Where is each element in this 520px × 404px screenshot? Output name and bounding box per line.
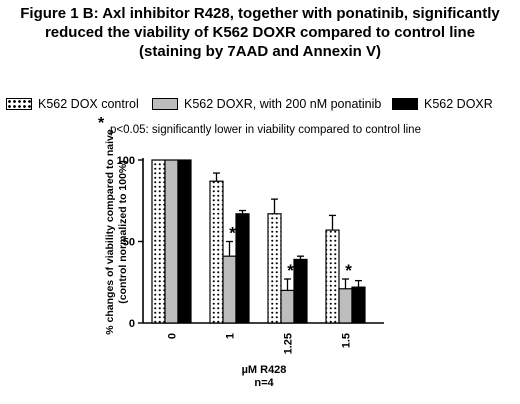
x-tick-label: 1 [225, 333, 237, 339]
legend-item-doxr-ponatinib: K562 DOXR, with 200 nM ponatinib [152, 97, 381, 111]
significance-marker: * [229, 224, 236, 243]
y-tick-label: 100 [117, 155, 135, 167]
title-line-1: Figure 1 B: Axl inhibitor R428, together… [20, 5, 500, 22]
bar [325, 229, 340, 324]
legend-label: K562 DOX control [38, 97, 139, 111]
title-line-3: (staining by 7AAD and Annexin V) [139, 43, 381, 60]
bar [351, 286, 366, 324]
y-tick-label: 0 [129, 318, 135, 330]
bar [338, 288, 353, 324]
y-axis-label-line-2: (control normalized to 100%) [117, 160, 129, 304]
bar [267, 213, 282, 324]
legend-swatch-gray [152, 98, 178, 110]
bar [222, 255, 237, 324]
bar [177, 159, 192, 324]
legend-swatch-black [392, 98, 418, 110]
y-axis-label-line-1: % changes of viability compared to naive [104, 129, 116, 335]
y-tick-label: 50 [123, 237, 135, 249]
significance-star: * [98, 115, 105, 132]
bar [280, 289, 295, 324]
significance-note: p<0.05: significantly lower in viability… [110, 124, 421, 136]
x-axis-sublabel: n=4 [254, 377, 274, 389]
significance-marker: * [287, 261, 294, 280]
bar [209, 180, 224, 324]
bar [293, 258, 308, 324]
x-tick-label: 1.5 [341, 333, 353, 348]
bar [164, 159, 179, 324]
title-line-2: reduced the viability of K562 DOXR compa… [44, 24, 476, 41]
plot-area: 0 50 100% changes of viability compared to… [104, 129, 384, 389]
bar [151, 159, 166, 324]
legend-item-dox-control: K562 DOX control [6, 97, 139, 111]
x-tick-label: 1.25 [283, 333, 295, 354]
legend-label: K562 DOXR [424, 97, 493, 111]
x-axis-label: µM R428 [242, 364, 287, 376]
x-tick-label: 0 [167, 333, 179, 339]
legend-label: K562 DOXR, with 200 nM ponatinib [184, 97, 382, 111]
bar [235, 213, 250, 324]
legend-item-doxr: K562 DOXR [392, 97, 493, 111]
chart-legend: K562 DOX control K562 DOXR, with 200 nM … [6, 97, 516, 111]
chart-title: Figure 1 B: Axl inhibitor R428, together… [0, 4, 520, 61]
legend-swatch-dots [6, 98, 32, 110]
significance-marker: * [345, 261, 352, 280]
